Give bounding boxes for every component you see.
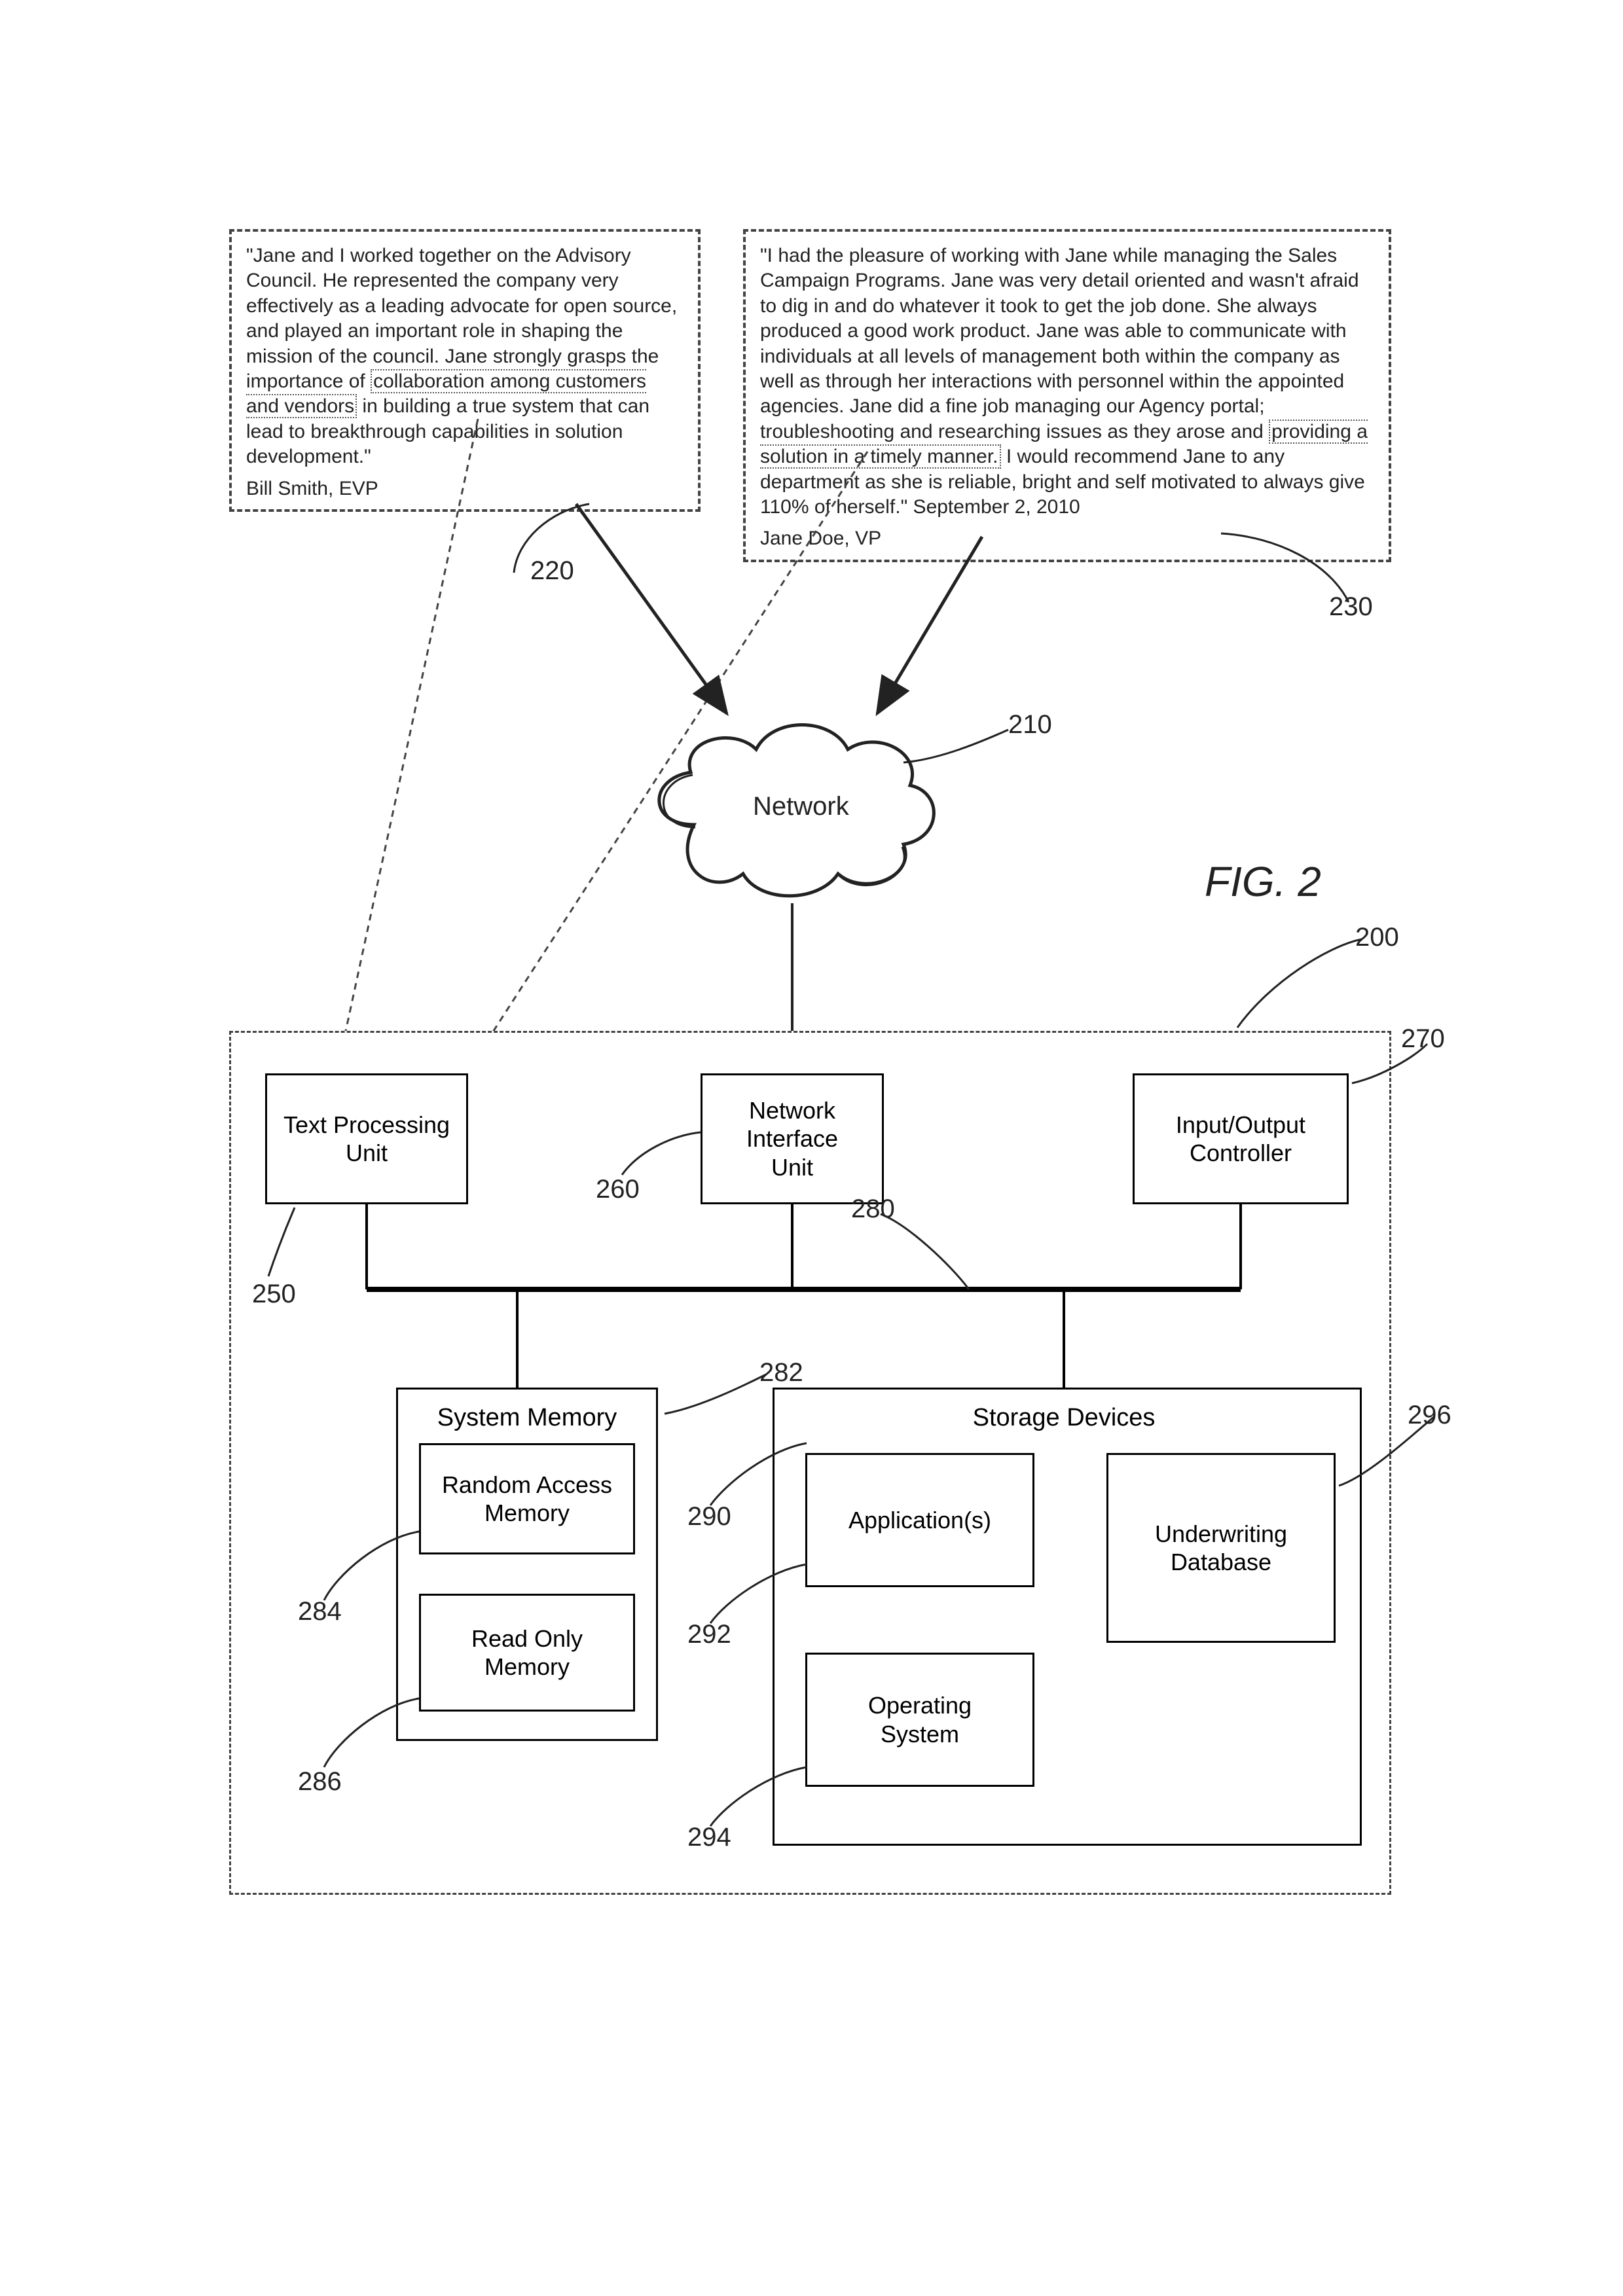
ref-270: 270 [1401,1024,1445,1054]
leader-286 [321,1695,426,1774]
ref-280: 280 [851,1194,895,1224]
ram: Random Access Memory [419,1443,635,1554]
ref-282: 282 [759,1358,803,1388]
system-memory-label: System Memory [422,1404,632,1432]
leader-292 [707,1561,812,1626]
ref-294: 294 [687,1823,731,1852]
leader-284 [321,1528,426,1607]
ref-284: 284 [298,1597,342,1626]
leader-294 [707,1764,812,1829]
ref-290: 290 [687,1502,731,1532]
leader-290 [707,1440,812,1512]
operating-system: Operating System [805,1653,1034,1787]
storage-devices-label: Storage Devices [917,1404,1211,1432]
applications: Application(s) [805,1453,1034,1587]
ref-286: 286 [298,1767,342,1797]
ref-296: 296 [1408,1401,1451,1430]
underwriting-database: Underwriting Database [1106,1453,1336,1643]
leader-282 [661,1371,773,1424]
rom: Read Only Memory [419,1594,635,1712]
ref-292: 292 [687,1620,731,1649]
diagram-canvas: "Jane and I worked together on the Advis… [229,229,1395,2062]
